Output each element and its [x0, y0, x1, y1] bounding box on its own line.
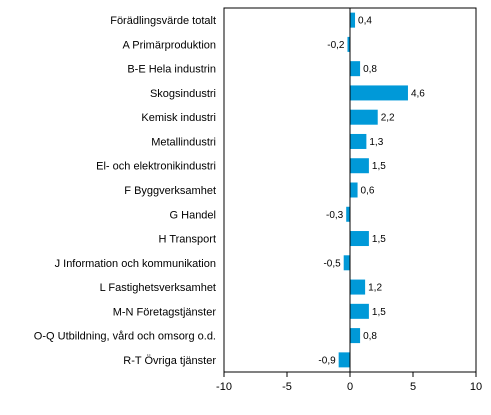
category-label: R-T Övriga tjänster [123, 355, 216, 367]
bar [347, 36, 350, 52]
value-label: 4,6 [411, 88, 425, 99]
category-label: J Information och kommunikation [55, 258, 216, 270]
bar [350, 61, 361, 77]
bar [350, 133, 367, 149]
category-label: Metallindustri [151, 136, 216, 148]
x-tick-label: -5 [282, 381, 292, 393]
category-label: L Fastighetsverksamhet [100, 282, 216, 294]
x-tick-label: -10 [216, 381, 232, 393]
value-label: 1,5 [372, 307, 386, 318]
x-tick-label: 0 [347, 381, 353, 393]
category-label: B-E Hela industrin [127, 64, 216, 76]
category-label: M-N Företagstjänster [113, 306, 217, 318]
bar [350, 182, 358, 198]
bar [350, 328, 361, 344]
value-label: -0,5 [323, 258, 341, 269]
bar [350, 85, 408, 101]
value-label: 2,2 [381, 113, 395, 124]
category-labels: Förädlingsvärde totalt A Primärproduktion… [34, 15, 217, 367]
x-tick-label: 5 [410, 381, 416, 393]
category-label: H Transport [159, 234, 216, 246]
category-label: O-Q Utbildning, vård och omsorg o.d. [34, 331, 216, 343]
value-label: -0,2 [327, 40, 345, 51]
x-axis-ticks: -10 -5 0 5 10 [216, 372, 482, 393]
value-label: -0,3 [326, 210, 344, 221]
category-label: A Primärproduktion [122, 39, 216, 51]
bar-group [338, 12, 408, 368]
category-label: Förädlingsvärde totalt [110, 15, 216, 27]
value-label: 0,8 [363, 64, 377, 75]
x-tick-label: 10 [470, 381, 482, 393]
category-label: El- och elektronikindustri [96, 161, 216, 173]
category-label: Skogsindustri [150, 88, 216, 100]
category-label: G Handel [170, 209, 216, 221]
value-label: -0,9 [318, 355, 336, 366]
value-labels: 0,4 -0,2 0,8 4,6 2,2 1,3 1,5 0,6 -0,3 1,5 -0,5 1,2 1… [318, 16, 425, 367]
value-label: 0,6 [361, 186, 375, 197]
bar [350, 279, 366, 295]
value-label: 0,4 [358, 16, 372, 27]
bar [350, 109, 378, 125]
value-label: 1,5 [372, 234, 386, 245]
value-label: 1,2 [368, 283, 382, 294]
value-label: 1,3 [369, 137, 383, 148]
category-label: F Byggverksamhet [124, 185, 216, 197]
category-label: Kemisk industri [141, 112, 216, 124]
value-label: 0,8 [363, 331, 377, 342]
bar [346, 206, 350, 222]
value-label: 1,5 [372, 161, 386, 172]
bar [343, 255, 350, 271]
bar [350, 12, 356, 28]
bar [350, 231, 369, 247]
bar [350, 303, 369, 319]
bar [350, 158, 369, 174]
bar [338, 352, 350, 368]
